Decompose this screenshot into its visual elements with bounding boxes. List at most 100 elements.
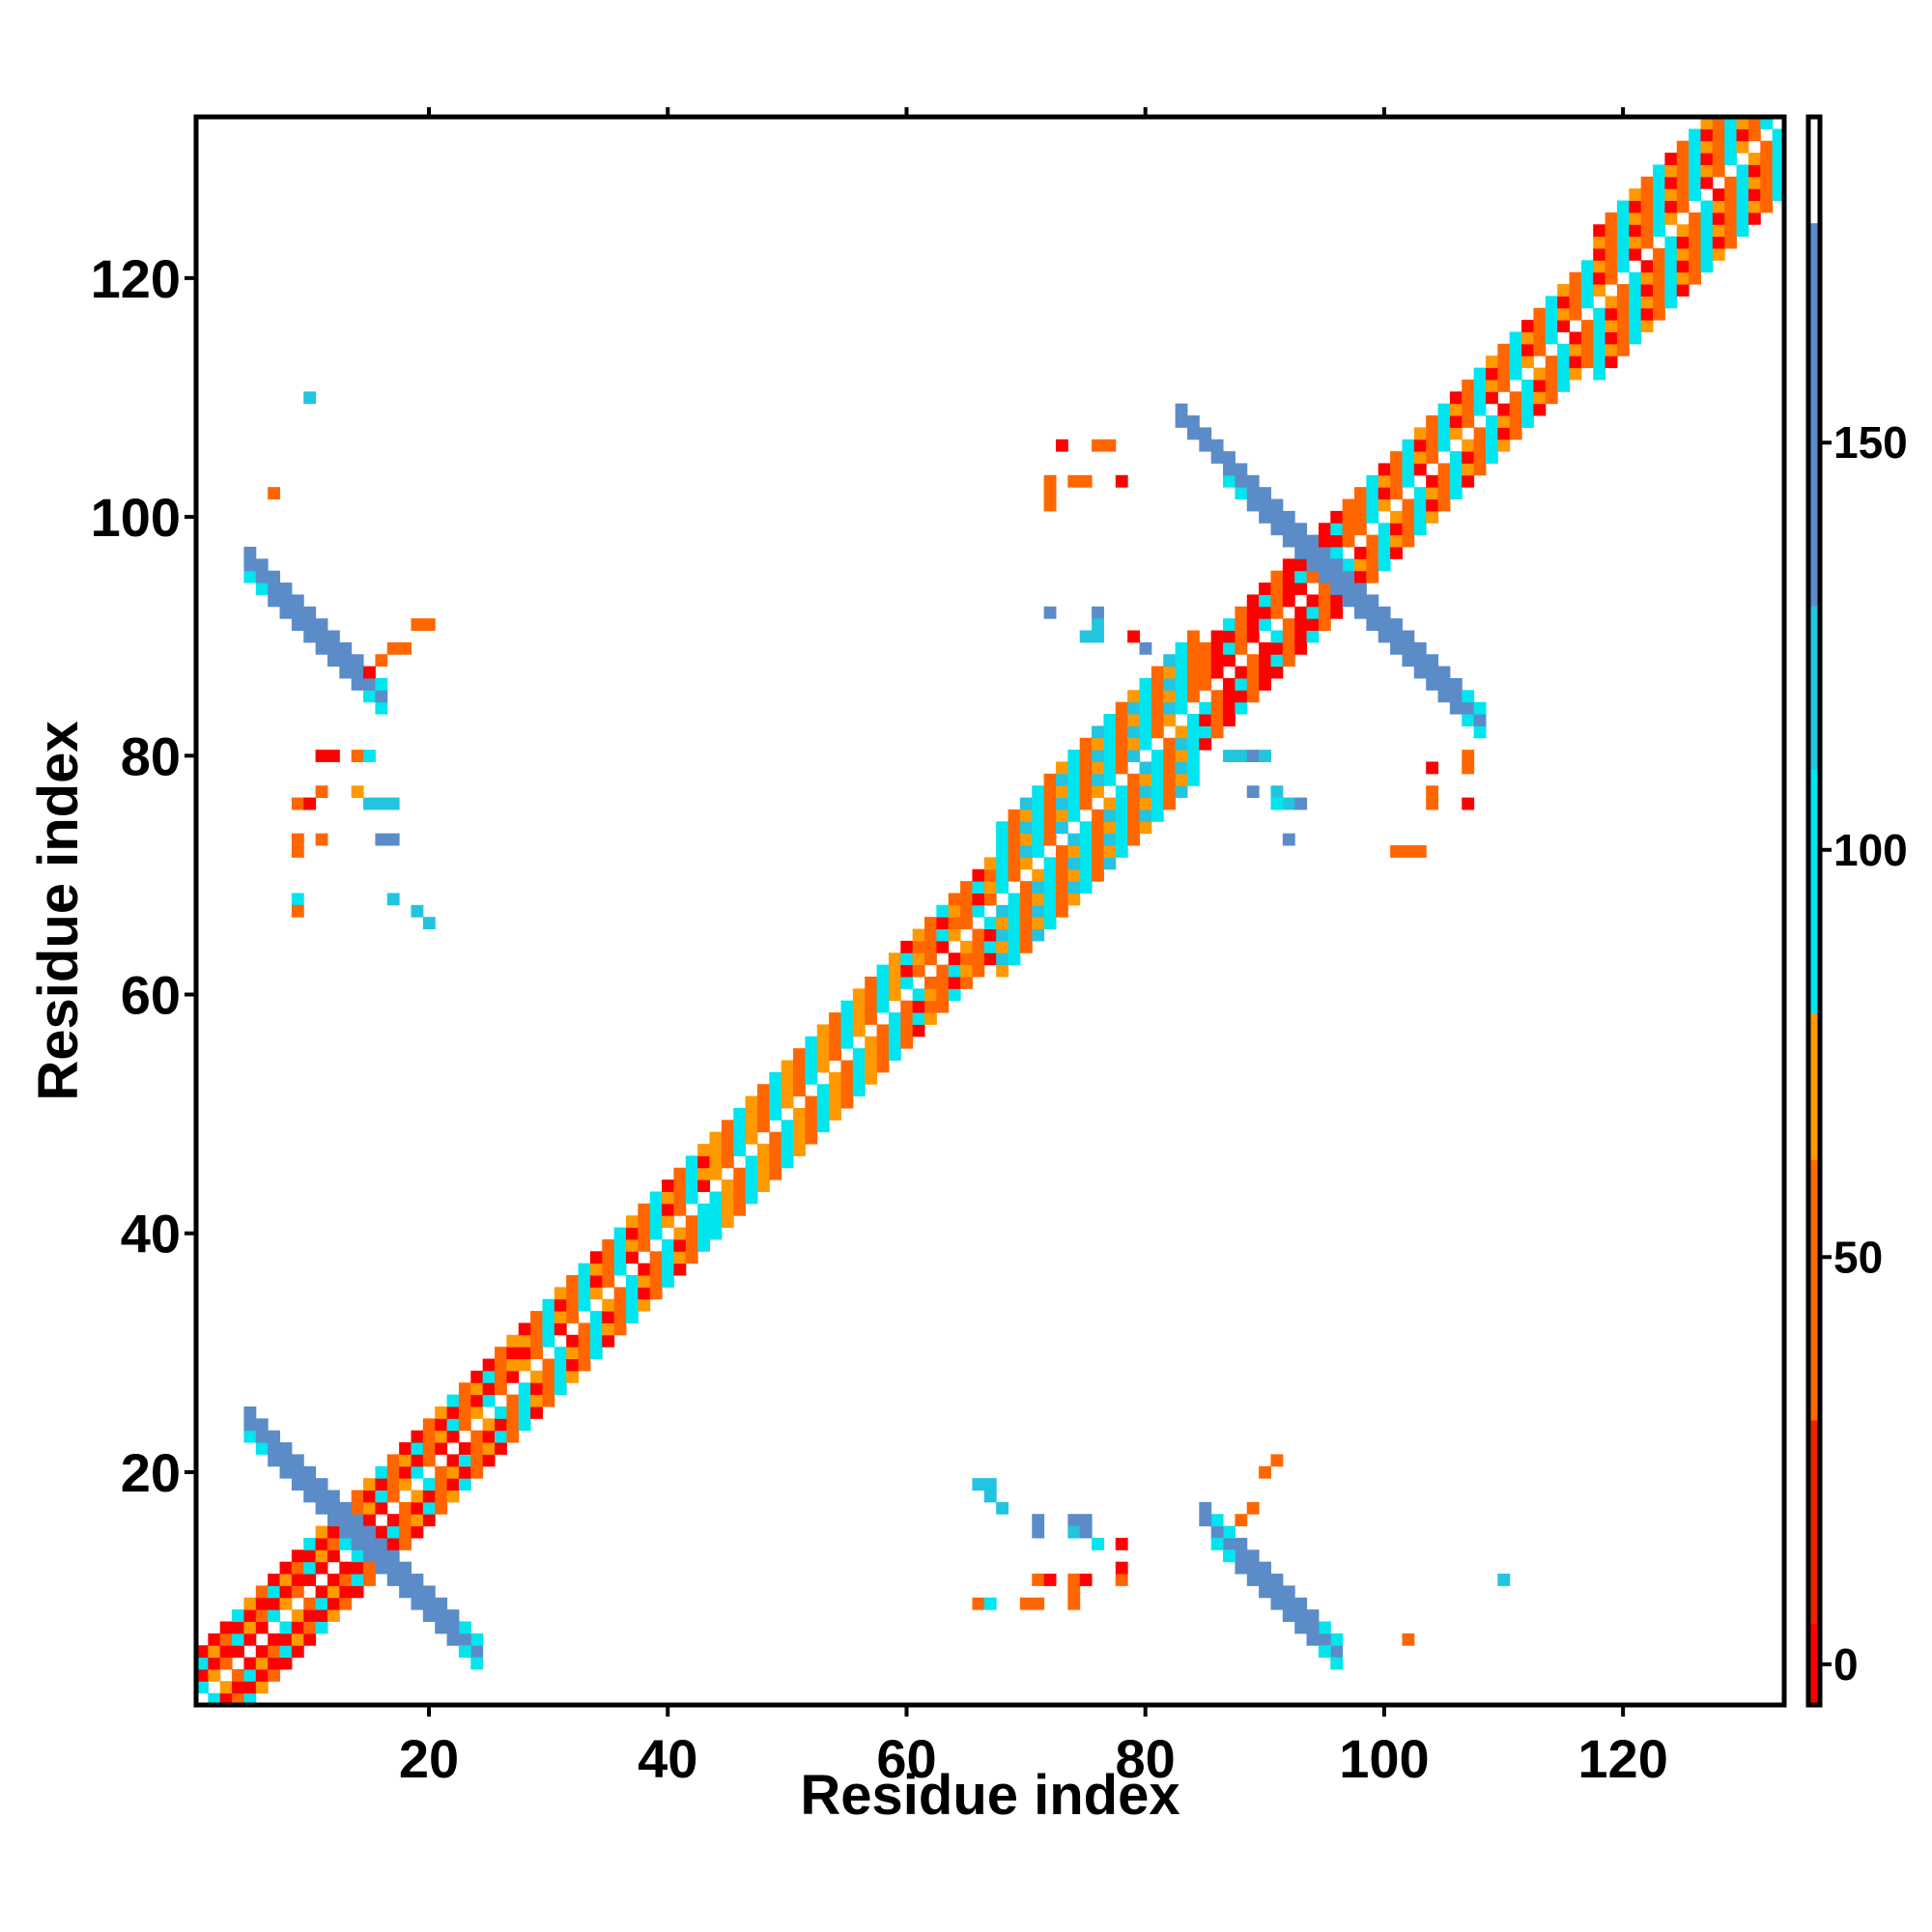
heatmap-cell	[1605, 343, 1618, 356]
heatmap-cell	[816, 1048, 830, 1062]
heatmap-cell	[1533, 403, 1547, 416]
heatmap-cell	[375, 797, 388, 810]
heatmap-cell	[936, 1000, 950, 1013]
heatmap-cell	[865, 976, 878, 989]
heatmap-cell	[411, 1490, 424, 1503]
heatmap-cell	[1008, 833, 1021, 846]
heatmap-cell	[1019, 940, 1033, 953]
colorbar-segment	[1808, 1159, 1820, 1421]
heatmap-cell	[1103, 797, 1117, 810]
heatmap-cell	[948, 917, 961, 930]
heatmap-cell	[435, 1621, 448, 1634]
heatmap-cell	[196, 1681, 209, 1694]
heatmap-cell	[1473, 725, 1487, 739]
heatmap-cell	[291, 1585, 304, 1599]
heatmap-cell	[1055, 821, 1068, 835]
heatmap-cell	[733, 1167, 747, 1180]
heatmap-cell	[542, 1322, 555, 1336]
heatmap-cell	[1127, 750, 1141, 762]
heatmap-cell	[458, 1645, 471, 1659]
heatmap-cell	[1043, 487, 1057, 500]
heatmap-cell	[697, 1215, 711, 1229]
heatmap-cell	[1664, 212, 1678, 225]
heatmap-cell	[1616, 247, 1630, 261]
heatmap-cell	[1653, 271, 1665, 285]
heatmap-cell	[1019, 1597, 1033, 1610]
heatmap-cell	[1092, 750, 1104, 762]
heatmap-cell	[279, 1633, 293, 1646]
heatmap-cell	[638, 1287, 651, 1300]
heatmap-cell	[1449, 391, 1463, 405]
heatmap-cell	[1640, 271, 1654, 285]
heatmap-cell	[709, 1215, 723, 1229]
heatmap-cell	[1330, 582, 1344, 595]
heatmap-cell	[1175, 403, 1188, 416]
heatmap-cell	[1032, 1597, 1045, 1610]
heatmap-cell	[422, 1501, 436, 1515]
heatmap-cell	[1067, 1514, 1081, 1527]
heatmap-cell	[1557, 367, 1571, 381]
heatmap-cell	[279, 1442, 293, 1455]
heatmap-cell	[1378, 606, 1391, 619]
heatmap-cell	[852, 1060, 866, 1073]
heatmap-cell	[315, 785, 328, 799]
heatmap-cell	[1426, 654, 1439, 668]
heatmap-cell	[1043, 868, 1057, 882]
heatmap-cell	[243, 1668, 257, 1682]
heatmap-cell	[1497, 1574, 1511, 1586]
colorbar-frame	[1805, 114, 1823, 1708]
heatmap-cell	[1664, 271, 1678, 285]
heatmap-cell	[482, 1454, 496, 1467]
heatmap-cell	[840, 1095, 854, 1109]
heatmap-cell	[589, 1287, 603, 1300]
heatmap-cell	[589, 1275, 603, 1288]
heatmap-cell	[1282, 1585, 1295, 1599]
heatmap-cell	[268, 1574, 281, 1586]
heatmap-cell	[268, 1597, 281, 1610]
heatmap-cell	[495, 1382, 507, 1396]
heatmap-cell	[1103, 737, 1117, 751]
heatmap-cell	[1736, 212, 1749, 225]
heatmap-cell	[1426, 510, 1439, 524]
heatmap-cell	[495, 1418, 507, 1432]
heatmap-cell	[1354, 523, 1367, 536]
heatmap-cell	[1462, 391, 1475, 405]
heatmap-cell	[1330, 570, 1344, 583]
heatmap-cell	[363, 666, 376, 679]
heatmap-cell	[351, 1574, 364, 1586]
heatmap-cell	[769, 1131, 782, 1145]
heatmap-cell	[1366, 534, 1379, 548]
heatmap-cell	[793, 1120, 806, 1133]
heatmap-cell	[291, 904, 304, 918]
heatmap-cell	[805, 1060, 818, 1073]
heatmap-cell	[1712, 212, 1725, 225]
heatmap-cell	[1724, 224, 1738, 238]
heatmap-cell	[1378, 546, 1391, 559]
heatmap-cell	[1318, 523, 1331, 536]
heatmap-cell	[303, 606, 317, 619]
heatmap-cell	[1521, 355, 1534, 369]
heatmap-cell	[1593, 367, 1606, 381]
heatmap-cell	[291, 1633, 304, 1646]
heatmap-cell	[1115, 845, 1128, 858]
heatmap-cell	[1259, 582, 1271, 595]
heatmap-cell	[530, 1311, 543, 1323]
heatmap-cell	[327, 1514, 340, 1527]
heatmap-cell	[1413, 666, 1427, 679]
heatmap-cell	[578, 1358, 591, 1372]
heatmap-cell	[363, 1478, 376, 1492]
heatmap-cell	[1390, 487, 1403, 500]
heatmap-cell	[685, 1155, 698, 1169]
heatmap-cell	[972, 904, 985, 918]
heatmap-cell	[1640, 212, 1654, 225]
heatmap-cell	[530, 1322, 543, 1336]
heatmap-cell	[816, 1060, 830, 1073]
heatmap-cell	[1318, 546, 1331, 559]
heatmap-cell	[1664, 260, 1678, 273]
heatmap-cell	[1008, 893, 1021, 906]
heatmap-cell	[1067, 893, 1081, 906]
heatmap-cell	[685, 1227, 698, 1240]
heatmap-cell	[1473, 379, 1487, 392]
heatmap-cell	[1760, 200, 1774, 213]
heatmap-cell	[1629, 271, 1642, 285]
